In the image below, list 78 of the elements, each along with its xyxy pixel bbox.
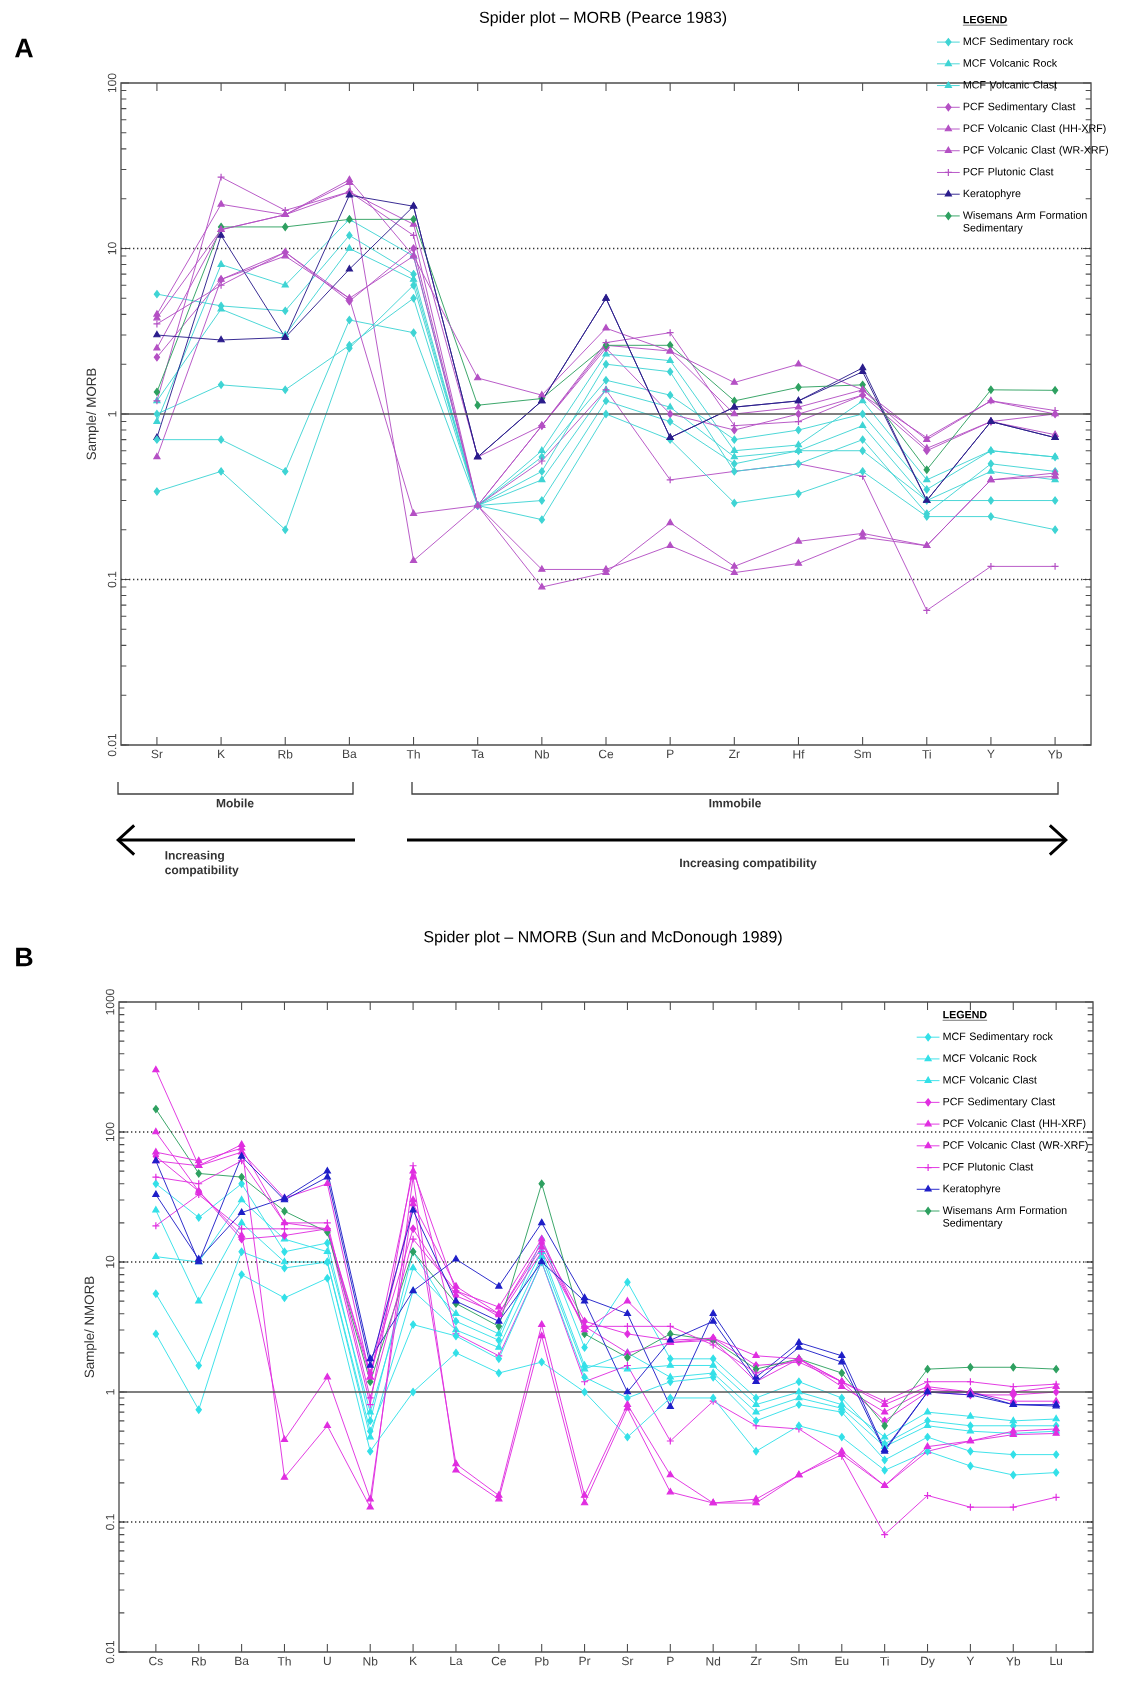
x-tick-label: Th [406,749,420,759]
x-tick-label: Ta [471,749,485,759]
legend-label: PCF Volcanic Clast (WR-XRF) [963,145,1108,156]
text: A [15,38,33,58]
legend-label: PCF Volcanic Clast (WR-XRF) [943,1140,1088,1151]
y-axis-title: Sample/ NMORB [84,1276,97,1378]
text: Increasing compatibility [165,850,239,877]
legend-label: MCF Volcanic Clast [963,80,1058,89]
x-tick-label: Y [987,749,995,758]
legend-label: MCF Sedimentary rock [963,37,1074,48]
y-tick-label: 0.01 [107,733,117,757]
legend-label: Wisemans Arm Formation Sedimentary [962,211,1087,234]
x-tick-label: Rb [192,1656,206,1666]
x-tick-label: Sm [790,1656,808,1666]
x-tick-label: Ba [235,1656,249,1666]
y-tick-label: 0.1 [107,571,117,588]
x-tick-label: Nb [535,749,550,759]
text: Mobile [216,798,254,808]
chart-title: Spider plot – NMORB (Sun and McDonough 1989) [424,930,782,946]
x-tick-label: P [667,1656,674,1665]
x-tick-label: Pr [579,1656,591,1665]
legend-label: PCF Sedimentary Clast [943,1097,1056,1108]
legend-label: PCF Volcanic Clast (HH-XRF) [943,1119,1086,1130]
legend-title: LEGEND [943,1010,987,1019]
legend-label: MCF Sedimentary rock [943,1032,1053,1043]
x-tick-label: Eu [835,1656,849,1666]
x-tick-label: Ce [598,749,614,759]
text: Increasing compatibility [680,858,817,870]
y-tick-label: 100 [107,73,117,93]
legend-title: LEGEND [963,15,1007,24]
y-tick-label: 1 [108,411,117,417]
x-tick-label: Zr [750,1656,762,1665]
x-tick-label: Th [277,1656,291,1666]
legend-label: MCF Volcanic Clast [943,1075,1037,1084]
x-tick-label: La [450,1656,463,1666]
legend-label: Keratophyre [963,189,1021,200]
x-tick-label: Ti [922,749,931,759]
legend-label: MCF Volcanic Rock [963,58,1058,67]
x-tick-label: Sm [854,749,871,759]
legend-label: MCF Volcanic Rock [943,1054,1037,1062]
x-tick-label: Yb [1048,749,1062,759]
chart-title: Spider plot – MORB (Pearce 1983) [479,11,727,27]
y-tick-label: 0.01 [105,1640,115,1664]
x-tick-label: Sr [151,749,163,759]
x-tick-label: Y [966,1656,975,1665]
x-tick-label: Ba [343,749,357,759]
y-tick-label: 10 [107,242,117,255]
y-tick-label: 0.1 [105,1514,115,1530]
x-tick-label: P [667,749,674,758]
legend-label: PCF Plutonic Clast [943,1162,1034,1171]
text: Immobile [709,798,761,808]
x-tick-label: Ti [880,1656,889,1666]
y-tick-label: 100 [105,1122,115,1142]
x-tick-label: Yb [1006,1656,1021,1666]
x-tick-label: Pb [535,1656,549,1666]
legend-label: Wisemans Arm Formation Sedimentary [942,1206,1067,1229]
x-tick-label: K [410,1656,417,1665]
x-tick-label: Nb [363,1656,378,1666]
x-tick-label: Nd [706,1656,721,1666]
x-tick-label: Cs [149,1656,163,1666]
x-tick-label: Rb [278,749,293,759]
y-tick-label: 1000 [105,989,115,1015]
legend-label: PCF Sedimentary Clast [963,102,1076,113]
legend-label: Keratophyre [943,1184,1001,1195]
x-tick-label: Zr [729,749,740,758]
y-tick-label: 1 [106,1389,115,1395]
text: B [16,947,33,967]
x-tick-label: U [323,1656,331,1666]
legend-label: PCF Plutonic Clast [963,167,1054,176]
x-tick-label: Ce [491,1656,506,1666]
legend-label: PCF Volcanic Clast (HH-XRF) [963,124,1106,135]
x-tick-label: Hf [793,749,805,759]
x-tick-label: K [218,749,225,758]
y-axis-title: Sample/ MORB [86,368,99,460]
x-tick-label: Sr [621,1656,634,1666]
x-tick-label: Dy [921,1656,935,1668]
y-tick-label: 10 [105,1255,115,1268]
x-tick-label: Lu [1050,1656,1063,1666]
